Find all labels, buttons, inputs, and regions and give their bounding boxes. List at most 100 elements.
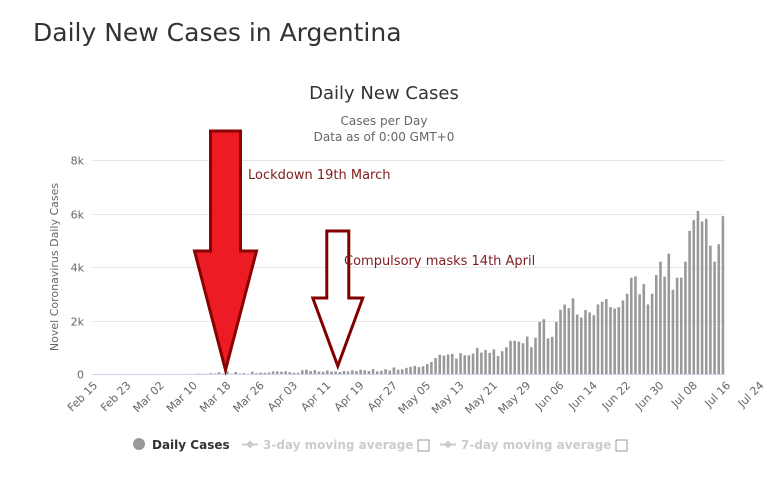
bar (209, 373, 212, 374)
bar (409, 366, 412, 374)
bar (630, 277, 633, 374)
legend-3day-checkbox (417, 439, 430, 452)
bar (442, 355, 446, 374)
bar (292, 372, 296, 374)
bar (679, 277, 683, 374)
legend-3day-marker (246, 440, 254, 449)
bar (359, 369, 362, 374)
bar (521, 343, 525, 374)
bar (355, 371, 358, 374)
bar (446, 354, 450, 374)
x-tick-label: Feb 23 (98, 379, 133, 414)
bar (475, 347, 479, 374)
legend-7day-marker (444, 440, 452, 449)
x-tick-label: Mar 10 (164, 379, 200, 415)
bar (217, 372, 221, 374)
x-tick-label: Mar 02 (131, 379, 167, 415)
bar (425, 363, 429, 374)
x-tick-label: Jul 08 (668, 379, 700, 411)
chart-subtitle-line1: Cases per Day (341, 114, 428, 128)
bar (330, 371, 333, 374)
bar (525, 336, 529, 374)
bar (538, 321, 541, 374)
legend-daily-cases-label: Daily Cases (152, 438, 230, 452)
bar (484, 349, 487, 374)
x-tick-label: Jun 14 (565, 379, 599, 413)
lockdown-arrow (192, 129, 259, 376)
bar (488, 352, 491, 374)
bar (650, 293, 654, 374)
legend-daily-cases-marker (133, 438, 145, 450)
bar (530, 347, 533, 374)
bar (696, 210, 700, 374)
y-tick-label: 6k (71, 209, 85, 222)
bar (388, 370, 392, 374)
bar (450, 353, 454, 374)
bar (700, 221, 704, 374)
y-tick-label: 2k (71, 316, 85, 329)
bar (663, 276, 666, 374)
x-tick-label: May 29 (496, 379, 534, 417)
bar (226, 371, 229, 374)
bar (288, 372, 292, 374)
bar (338, 372, 342, 374)
bar (434, 357, 437, 374)
bar (688, 230, 691, 374)
bar (513, 340, 516, 374)
bar (421, 366, 425, 374)
bar (509, 340, 512, 374)
x-tick-label: Jul 16 (702, 379, 734, 411)
bar (492, 349, 496, 374)
x-tick-label: Apr 11 (298, 379, 333, 414)
bar (596, 304, 600, 374)
bar (496, 356, 500, 374)
bar (575, 314, 579, 374)
bar (584, 310, 587, 374)
bar (430, 361, 433, 374)
bar (709, 245, 712, 374)
lockdown-annotation-label: Lockdown 19th March (248, 168, 391, 183)
bar (375, 371, 379, 374)
bar (363, 370, 367, 374)
bar (684, 261, 687, 374)
bar (617, 307, 621, 375)
x-tick-label: May 05 (396, 379, 434, 417)
y-axis-label: Novel Coronavirus Daily Cases (48, 183, 61, 351)
bar (704, 218, 708, 374)
bar (480, 352, 483, 374)
bars (159, 210, 725, 375)
bar (646, 304, 650, 374)
bar (659, 261, 662, 374)
bar (342, 370, 346, 374)
masks-annotation-label: Compulsory masks 14th April (344, 254, 535, 269)
bar (405, 367, 408, 374)
y-axis-ticks: 0 2k 4k 6k 8k (71, 155, 85, 382)
x-tick-label: Jun 22 (599, 379, 633, 413)
bar (505, 347, 508, 374)
bar (580, 317, 583, 374)
legend: Daily Cases 3-day moving average 7-day mov… (133, 438, 628, 452)
masks-arrow (310, 229, 365, 371)
x-tick-label: Apr 27 (365, 379, 400, 414)
bar (392, 367, 396, 374)
bar (284, 371, 287, 374)
x-tick-label: Mar 26 (231, 379, 267, 415)
bar (234, 371, 237, 374)
bar (721, 216, 725, 374)
bar (517, 341, 521, 374)
y-tick-label: 0 (77, 369, 84, 382)
bar (313, 370, 317, 374)
bar (613, 308, 616, 374)
bar (717, 244, 721, 374)
bar (713, 261, 716, 374)
bar (571, 298, 575, 374)
bar (500, 351, 504, 374)
bar (534, 337, 537, 374)
bar (642, 284, 646, 374)
legend-7day-checkbox (615, 439, 628, 452)
bar (550, 336, 554, 374)
bar (280, 371, 283, 374)
bar (301, 370, 304, 374)
chart-title: Daily New Cases (309, 83, 459, 104)
